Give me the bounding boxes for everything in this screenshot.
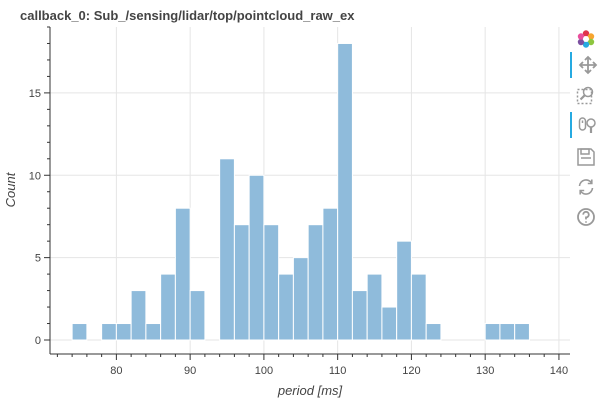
histogram-bar [410,273,427,341]
histogram-bar [337,42,353,341]
histogram-bar [233,224,250,341]
histogram-bar [366,273,383,341]
chart-title: callback_0: Sub_/sensing/lidar/top/point… [20,8,355,23]
histogram-bar [248,174,265,341]
histogram-bar [71,323,88,341]
bokeh-logo-icon[interactable] [570,26,600,52]
histogram-bar [174,207,191,341]
histogram-bar [115,323,132,341]
histogram-bar [322,207,339,341]
histogram-bar [278,273,294,341]
x-tick-label: 100 [255,365,273,377]
histogram-bar [292,257,309,341]
x-tick-label: 80 [110,365,122,377]
save-icon[interactable] [570,144,600,170]
histogram-bars [71,42,530,341]
histogram-bar [130,290,147,341]
x-tick-label: 90 [184,365,196,377]
x-tick-label: 110 [329,365,347,377]
histogram-bar [381,306,398,341]
reset-icon[interactable] [570,174,600,200]
wheel-zoom-icon[interactable] [570,112,600,138]
histogram-bar [484,323,501,341]
x-tick-label: 120 [402,365,420,377]
axes: 80 90 100 110 120 130 140 0 5 10 15 [29,26,570,377]
histogram-bar [101,323,117,341]
histogram-bar [425,323,442,341]
x-axis-label: period [ms] [277,383,343,398]
box-zoom-icon[interactable] [570,82,600,108]
histogram-bar [189,290,206,341]
histogram-bar [263,224,280,341]
y-axis-label: Count [3,171,18,207]
y-tick-label: 15 [29,88,41,100]
histogram-bar [145,323,162,341]
histogram-bar [160,273,176,341]
histogram-bar [307,224,324,341]
y-tick-label: 10 [29,170,41,182]
histogram-bar [219,158,235,341]
histogram-bar [499,323,516,341]
y-tick-label: 0 [35,335,41,347]
pan-icon[interactable] [570,52,600,78]
help-icon[interactable] [570,204,600,230]
x-tick-label: 130 [476,365,494,377]
histogram-bar [351,290,368,341]
histogram-bar [396,240,412,341]
histogram-bar [514,323,530,341]
x-tick-label: 140 [550,365,568,377]
y-tick-label: 5 [35,253,41,265]
